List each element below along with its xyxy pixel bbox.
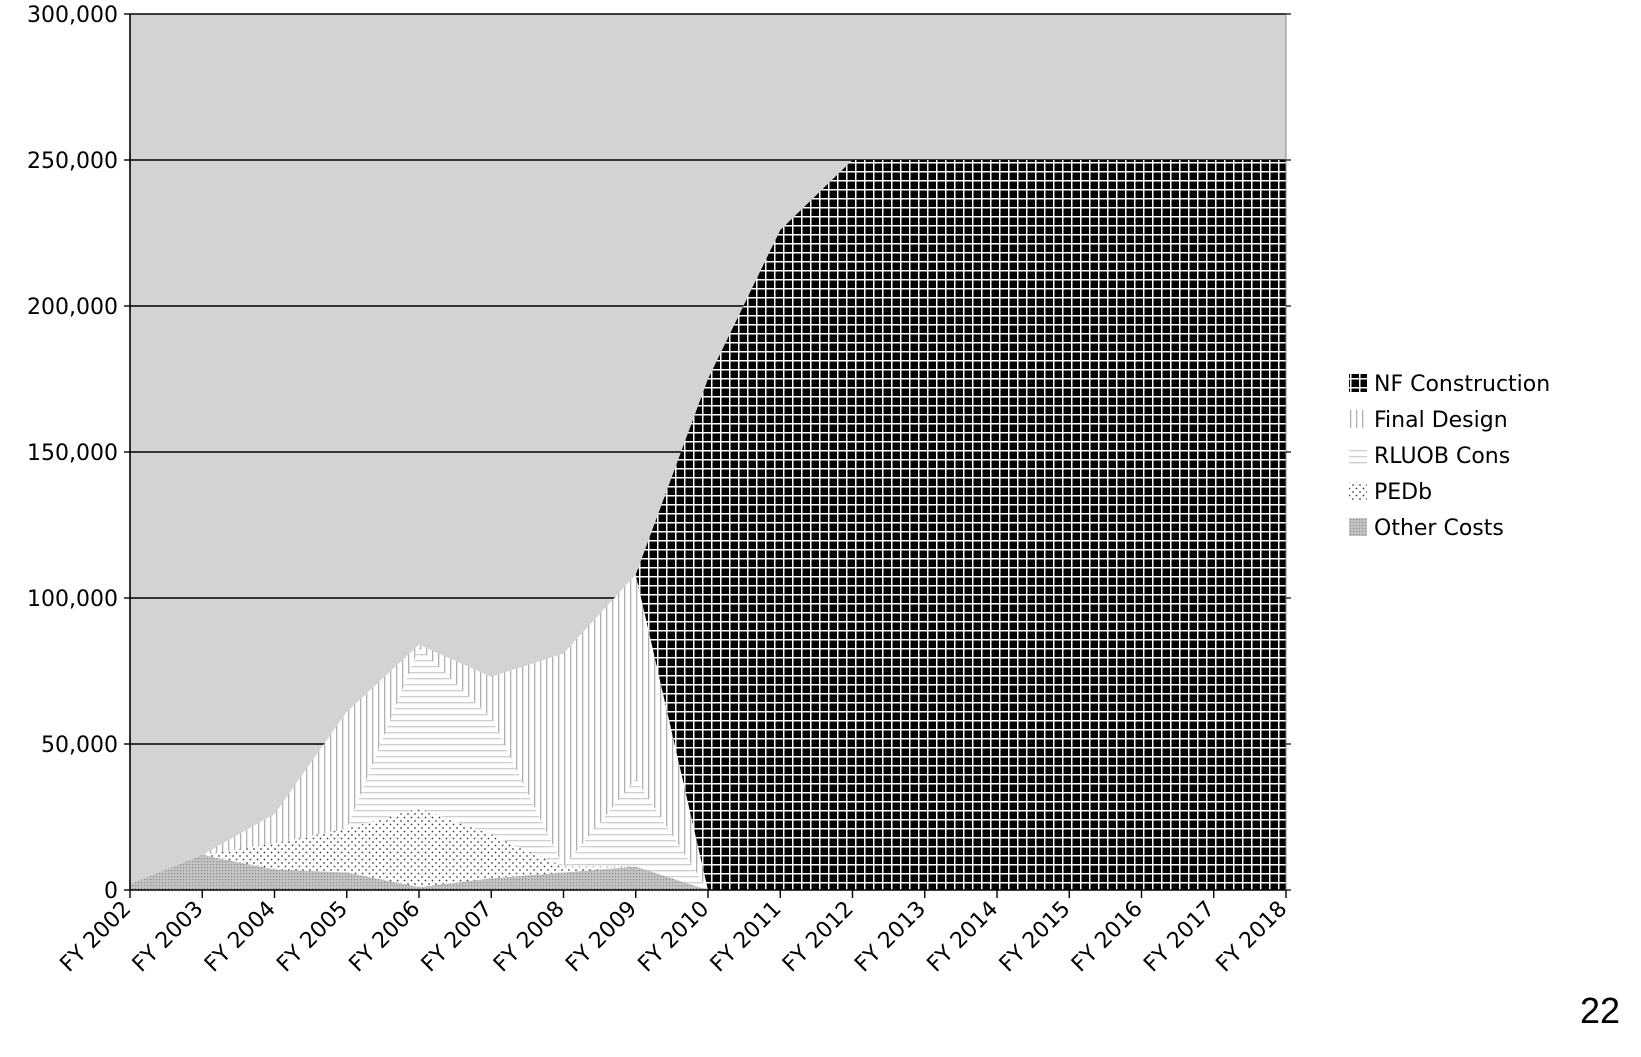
x-tick-label: FY 2006 <box>345 897 426 978</box>
legend-swatch <box>1349 374 1367 392</box>
area-nf-construction <box>130 160 1286 890</box>
x-tick-label: FY 2011 <box>706 897 787 978</box>
area-rluob-cons <box>130 647 1286 890</box>
legend-swatch <box>1349 410 1367 428</box>
x-tick-label: FY 2017 <box>1139 897 1220 978</box>
y-tick-label: 50,000 <box>41 733 118 758</box>
legend-swatch <box>1349 482 1367 500</box>
x-tick-label: FY 2007 <box>417 897 498 978</box>
y-tick-label: 100,000 <box>27 587 118 612</box>
legend-label: PEDb <box>1374 480 1432 505</box>
legend-label: Other Costs <box>1374 516 1504 541</box>
x-tick-label: FY 2013 <box>850 897 931 978</box>
x-tick-label: FY 2018 <box>1212 897 1293 978</box>
x-tick-label: FY 2010 <box>634 897 715 978</box>
x-tick-label: FY 2004 <box>200 897 281 978</box>
page-number: 22 <box>1579 990 1620 1031</box>
legend-swatch <box>1349 518 1367 536</box>
area-final-design <box>130 574 1286 890</box>
x-tick-label: FY 2015 <box>995 897 1076 978</box>
legend-label: NF Construction <box>1374 372 1550 397</box>
legend: NF Construction Final Design RLUOB Cons PED… <box>1349 372 1550 541</box>
y-tick-label: 150,000 <box>27 441 118 466</box>
x-tick-label: FY 2008 <box>489 897 570 978</box>
x-tick-label: FY 2012 <box>778 897 859 978</box>
area-other-costs <box>130 854 1286 890</box>
legend-swatch <box>1349 446 1367 464</box>
x-tick-label: FY 2005 <box>272 897 353 978</box>
legend-label: Final Design <box>1374 408 1508 433</box>
x-tick-label: FY 2014 <box>923 897 1004 978</box>
x-tick-label: FY 2009 <box>561 897 642 978</box>
x-tick-label: FY 2016 <box>1067 897 1148 978</box>
area-pedb <box>130 808 1286 890</box>
y-axis-ticks: 0 50,000 100,000 150,000 200,000 250,000 300,0… <box>27 3 1291 904</box>
legend-label: RLUOB Cons <box>1374 444 1510 469</box>
y-tick-label: 250,000 <box>27 149 118 174</box>
y-tick-label: 200,000 <box>27 295 118 320</box>
x-tick-label: FY 2003 <box>128 897 209 978</box>
area-series <box>130 160 1286 890</box>
y-tick-label: 300,000 <box>27 3 118 28</box>
x-tick-label: FY 2002 <box>56 897 137 978</box>
y-tick-label: 0 <box>104 879 118 904</box>
